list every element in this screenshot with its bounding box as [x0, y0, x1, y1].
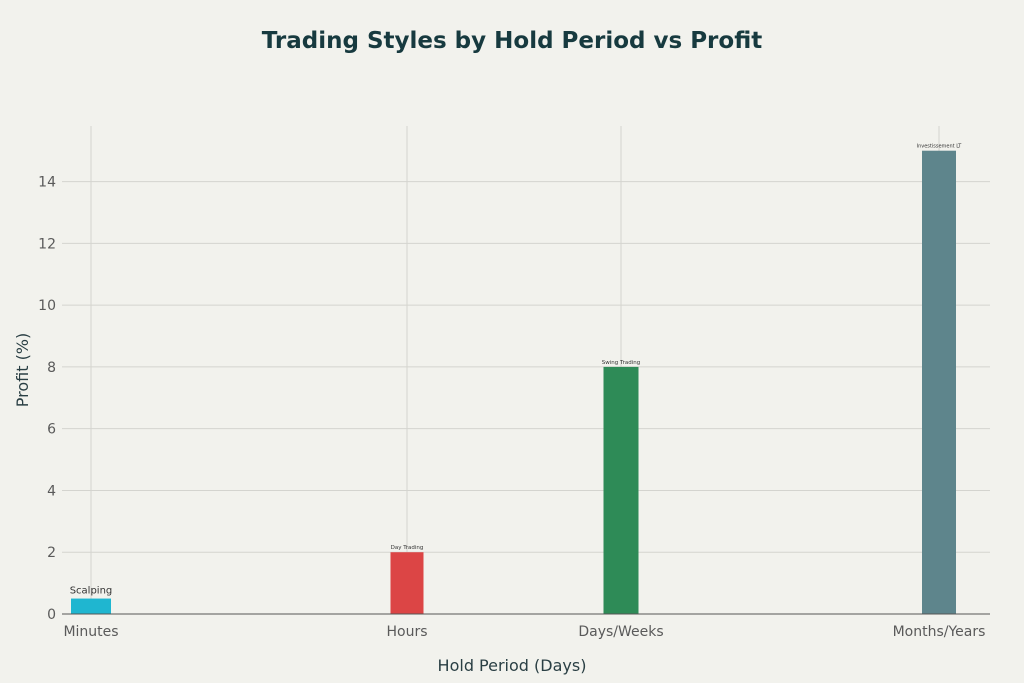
- y-tick-label: 12: [38, 236, 56, 252]
- chart-title: Trading Styles by Hold Period vs Profit: [261, 28, 763, 54]
- bar-label: Investissement LT: [917, 144, 963, 150]
- y-tick-label: 0: [47, 607, 56, 623]
- bar: [922, 150, 956, 614]
- y-axis-ticks: 0 2 4 6 8 10 12 14: [38, 175, 56, 623]
- labels-layer: Scalping Day Trading Swing Trading Investis…: [70, 144, 963, 597]
- grid-layer: [62, 126, 990, 614]
- bar-label: Swing Trading: [602, 360, 640, 366]
- y-tick-label: 10: [38, 298, 56, 314]
- y-tick-label: 4: [47, 483, 56, 499]
- bars-layer: [71, 150, 956, 614]
- bar: [390, 552, 424, 614]
- bar: [71, 598, 111, 614]
- x-axis-title: Hold Period (Days): [438, 656, 587, 675]
- y-tick-label: 6: [47, 422, 56, 438]
- y-tick-label: 8: [47, 360, 56, 376]
- bar-label: Scalping: [70, 586, 113, 597]
- y-tick-label: 2: [47, 545, 56, 561]
- x-tick-label: Hours: [386, 624, 427, 640]
- bar-label: Day Trading: [391, 545, 424, 551]
- bar: [603, 366, 639, 614]
- x-tick-label: Months/Years: [893, 624, 986, 640]
- y-tick-label: 14: [38, 175, 56, 191]
- x-tick-label: Days/Weeks: [578, 624, 663, 640]
- y-axis-title: Profit (%): [13, 333, 32, 408]
- x-tick-label: Minutes: [63, 624, 118, 640]
- x-axis-ticks: Minutes Hours Days/Weeks Months/Years: [63, 624, 985, 640]
